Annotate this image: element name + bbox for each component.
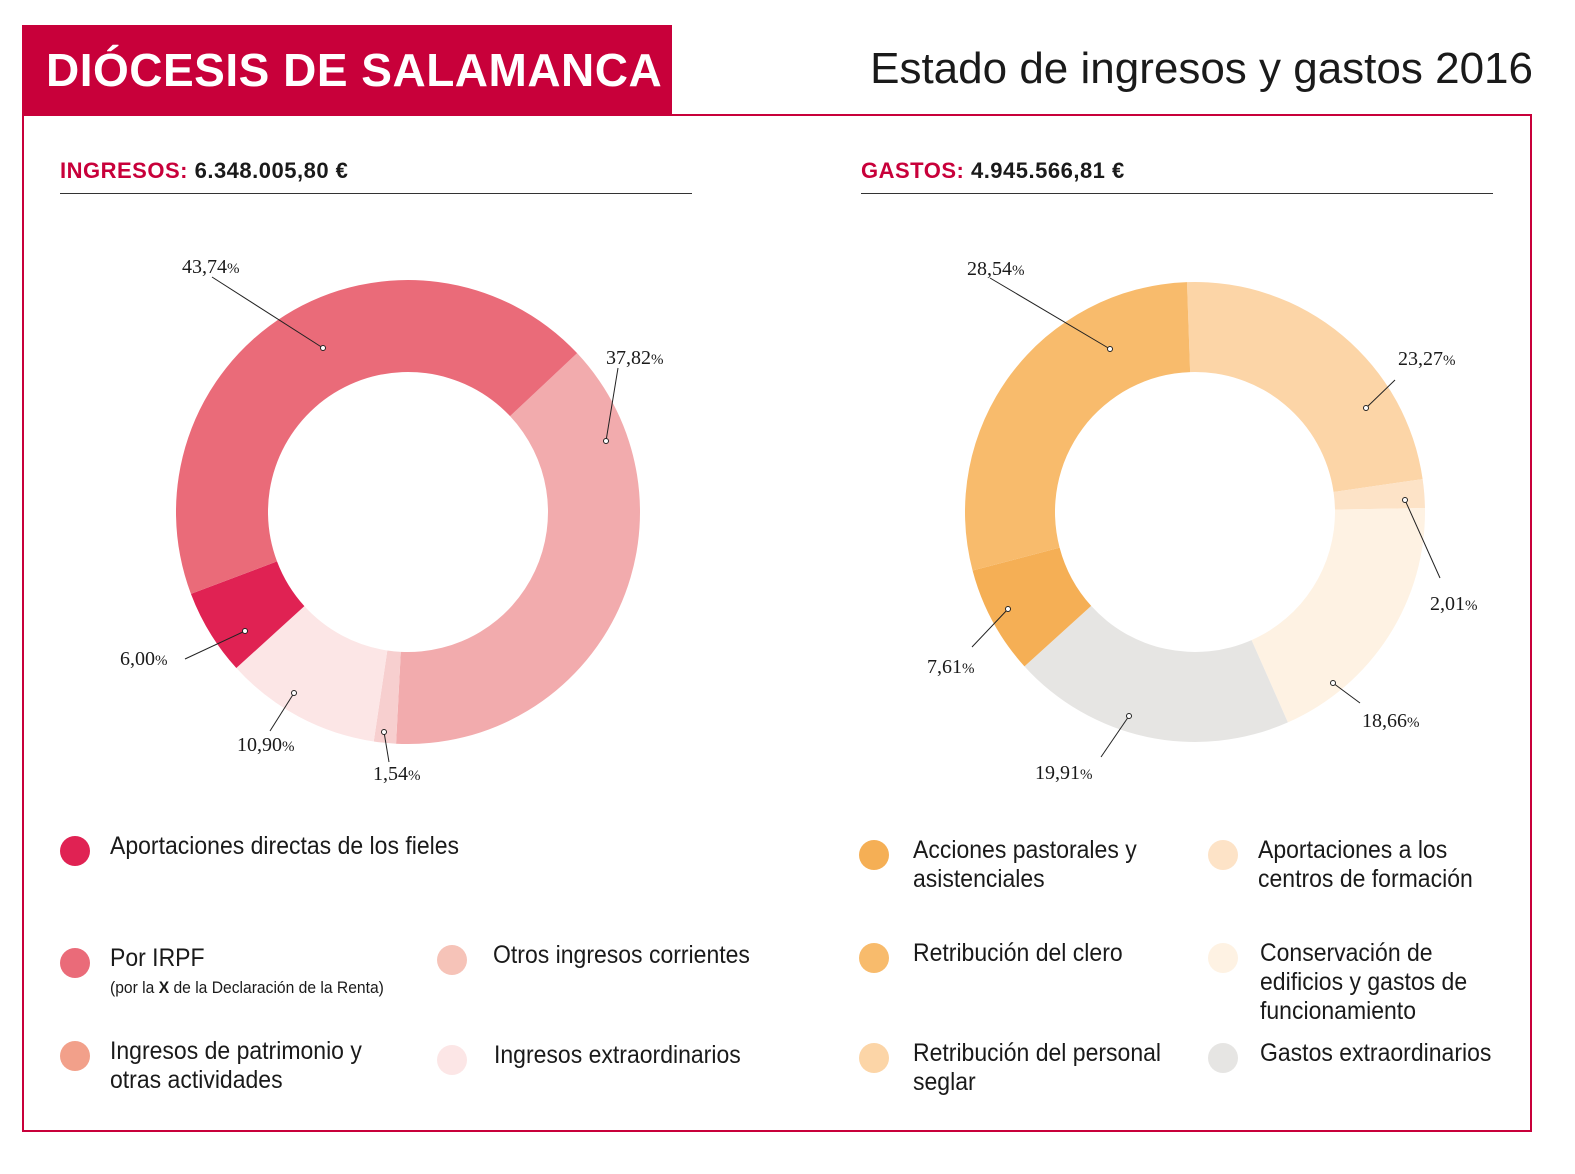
donut-slice [1024,605,1288,742]
ingresos-donut: 37,82% 1,54% 10,90% 6,00% 43,74% [120,256,664,785]
legend-item: Retribución del personal seglar [859,1039,1203,1097]
sublabel-bold: X [158,978,170,997]
donut-slice [1333,479,1425,510]
legend-item: Acciones pastorales y asistenciales [859,836,1173,894]
legend-swatch [437,945,467,975]
percent-label: 28,54% [967,258,1025,280]
percent-label: 23,27% [1398,348,1456,370]
legend-label: Retribución del clero [913,939,1123,967]
leader-dot [1330,680,1336,686]
leader-line [211,276,324,349]
legend-swatch [60,1041,90,1071]
leader-dot [381,729,387,735]
percent-label: 18,66% [1362,710,1420,732]
legend-swatch [1208,943,1238,973]
gastos-amount: 4.945.566,81 € [970,158,1125,183]
legend-label: Aportaciones directas de los fieles [110,832,460,860]
legend-item: Gastos extraordinarios [1208,1039,1512,1073]
legend-item: Ingresos extraordinarios [437,1041,762,1075]
leader-line [1100,715,1130,758]
content-frame [22,114,1532,1132]
percent-label: 10,90% [237,734,295,756]
leader-dot [603,438,609,444]
percent-label: 6,00% [120,648,168,670]
legend-item: Conservación de edificios y gastos de fu… [1208,939,1510,1026]
leader-line [989,277,1111,350]
leader-dot [1126,713,1132,719]
legend-label-wrap: Por IRPF (por la X de la Declaración de … [110,944,384,999]
legend-swatch [859,840,889,870]
leader-line [383,731,390,763]
sublabel-text: (por la [110,978,159,997]
donut-slice [373,650,401,744]
donut-slice [964,282,1191,571]
legend-swatch [437,1045,467,1075]
leader-dot [320,345,326,351]
gastos-header: GASTOS: 4.945.566,81 € [861,158,1125,184]
legend-label: Otros ingresos corrientes [493,941,750,969]
legend-swatch [1208,1043,1238,1073]
ingresos-header: INGRESOS: 6.348.005,80 € [60,158,348,184]
legend-swatch [1208,840,1238,870]
leader-dot [291,690,297,696]
percent-label: 2,01% [1430,593,1478,615]
ingresos-divider [60,193,692,194]
leader-dot [1402,497,1408,503]
percent-label: 1,54% [373,763,421,785]
legend-swatch [60,948,90,978]
legend-item: Por IRPF (por la X de la Declaración de … [60,944,408,999]
legend-swatch [859,943,889,973]
legend-label: Gastos extraordinarios [1260,1039,1492,1067]
leader-line [1404,499,1441,579]
leader-line [1365,379,1396,409]
legend-label: Ingresos de patrimonio y otras actividad… [110,1037,362,1094]
donut-slice [396,353,640,744]
donut-slice [972,547,1092,667]
legend-sublabel: (por la X de la Declaración de la Renta) [110,977,384,999]
leader-line [605,367,619,442]
donut-slice [190,561,305,669]
leader-dot [242,628,248,634]
diocese-title: DIÓCESIS DE SALAMANCA [22,25,672,115]
gastos-label: GASTOS: [861,158,965,183]
percent-label: 19,91% [1035,762,1093,784]
legend-label: Conservación de edificios y gastos de fu… [1260,939,1468,1025]
legend-item: Retribución del clero [859,939,1141,973]
legend-item: Aportaciones directas de los fieles [60,832,489,866]
legend-label: Aportaciones a los centros de formación [1258,836,1473,893]
donut-slice [1186,282,1423,492]
legend-label: Por IRPF [110,944,205,972]
donut-slice [1251,508,1425,723]
leader-line [1332,682,1361,704]
legend-item: Ingresos de patrimonio y otras actividad… [60,1037,410,1095]
percent-label: 7,61% [927,656,975,678]
percent-label: 43,74% [182,256,240,278]
leader-line [269,692,295,732]
donut-slice [175,279,578,594]
percent-label: 37,82% [606,347,664,369]
leader-dot [1107,346,1113,352]
gastos-divider [861,193,1493,194]
leader-dot [1363,405,1369,411]
legend-item: Aportaciones a los centros de formación [1208,836,1518,894]
report-subtitle: Estado de ingresos y gastos 2016 [870,44,1533,93]
donut-slice [236,606,388,742]
legend-label: Acciones pastorales y asistenciales [913,836,1137,893]
legend-item: Otros ingresos corrientes [437,941,772,975]
leader-dot [1005,606,1011,612]
sublabel-text: de la Declaración de la Renta) [169,978,384,997]
legend-label: Retribución del personal seglar [913,1039,1162,1096]
legend-swatch [859,1043,889,1073]
ingresos-amount: 6.348.005,80 € [194,158,349,183]
leader-line [184,630,246,660]
ingresos-label: INGRESOS: [60,158,188,183]
legend-swatch [60,836,90,866]
legend-label: Ingresos extraordinarios [494,1041,741,1069]
gastos-donut: 23,27% 2,01% 18,66% 19,91% 7,61% 28,54% [927,258,1478,784]
leader-line [971,608,1009,648]
